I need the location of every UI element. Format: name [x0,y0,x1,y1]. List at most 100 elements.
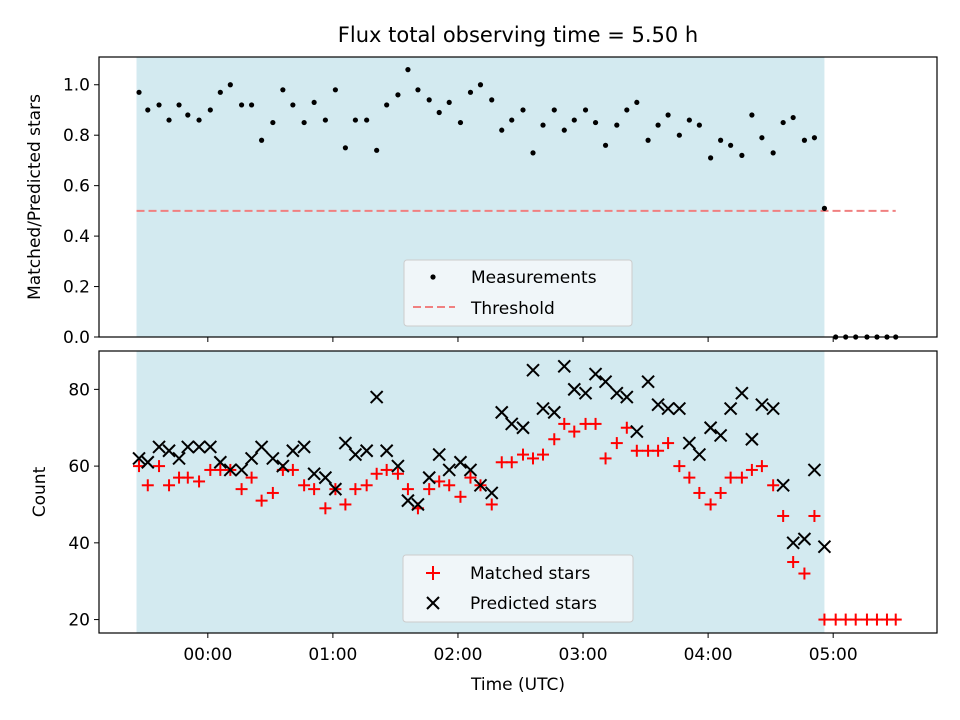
predicted-star-point [359,444,374,458]
matched-star-point [558,417,571,430]
predicted-star-point [505,417,519,431]
ratio-y-tick-label: 0.8 [63,126,90,146]
predicted-star-point [567,382,581,397]
predicted-star-point [672,401,687,416]
measurement-point [364,117,370,123]
matched-star-point [620,421,633,434]
predicted-star-point [723,401,738,416]
matched-star-point [443,479,456,492]
matched-star-point [464,471,477,484]
x-tick-label: 05:00 [809,645,858,665]
predicted-star-point [516,421,530,435]
count-y-tick-label: 20 [68,611,90,631]
matched-star-point [755,460,768,473]
measurement-point [821,205,828,211]
matched-star-point [798,567,811,580]
measurement-point [166,117,172,123]
measurement-point [145,107,151,113]
matched-star-point [485,498,498,511]
predicted-star-point [192,440,206,454]
measurement-point [592,119,599,126]
measurement-point [384,102,390,108]
predicted-star-point [485,486,499,500]
predicted-star-point [588,367,603,381]
measurement-point [509,117,515,123]
predicted-star-point [307,467,321,481]
predicted-star-point [181,440,195,454]
predicted-star-point [692,447,707,462]
predicted-star-point [411,497,425,512]
matched-star-point [735,471,748,484]
predicted-star-point [286,444,300,458]
measurement-point [217,89,223,95]
ratio-y-axis-label: Matched/Predicted stars [25,94,45,300]
measurement-point [196,117,202,123]
matched-star-point [163,479,176,492]
measurement-point [759,135,765,141]
matched-star-point [808,509,821,522]
measurement-point [238,102,245,108]
ratio-y-tick-label: 0.6 [63,177,90,197]
predicted-star-point [244,451,259,466]
matched-star-point [849,613,862,626]
measurement-point [520,107,526,113]
measurement-point [489,97,495,103]
matched-star-point [517,448,530,461]
predicted-star-point [338,436,353,450]
legend-predicted-marker [426,596,440,610]
predicted-star-point [557,359,571,374]
count-y-axis-label: Count [30,466,50,517]
predicted-star-point [369,390,384,404]
predicted-star-point [254,440,269,454]
matched-star-point [245,471,258,484]
matched-star-point [870,613,883,626]
predicted-star-point [432,447,446,462]
matched-star-point [652,444,665,457]
matched-star-point [714,486,727,499]
matched-star-point [839,613,852,626]
measurement-point [561,127,567,133]
measurement-point [614,122,620,128]
measurement-point [270,119,276,126]
predicted-star-point [473,478,488,492]
measurement-point [436,109,442,116]
predicted-star-point [807,463,822,477]
predicted-star-point [213,455,228,469]
x-axis-label: Time (UTC) [470,675,565,695]
matched-star-point [266,486,279,499]
measurement-point [477,82,484,88]
matched-star-point [193,475,206,488]
x-tick-label: 03:00 [559,645,608,665]
count-panel-frame [98,350,938,634]
matched-star-point [579,417,592,430]
measurement-point [645,137,651,143]
x-tick-label: 01:00 [308,645,357,665]
legend-matched-label: Matched stars [470,564,590,584]
predicted-star-point [223,463,238,477]
legend-predicted-label: Predicted stars [470,594,597,614]
predicted-star-point [598,374,613,389]
matched-star-point [255,494,268,507]
measurement-point [801,137,808,143]
measurement-point [676,132,682,138]
predicted-star-point [755,398,769,412]
matched-star-point [181,471,194,484]
predicted-star-point [661,401,675,416]
predicted-star-point [713,428,728,443]
chart-title: Flux total observing time = 5.50 h [338,23,698,47]
measurement-point [790,114,796,121]
x-tick-label: 00:00 [183,645,232,665]
measurement-point [258,137,265,143]
predicted-star-point [797,532,812,546]
predicted-star-point [703,421,718,435]
matched-star-point [298,479,311,492]
legend-threshold-label: Threshold [470,299,555,319]
matched-star-point [548,433,561,446]
measurement-point [311,99,317,106]
matched-star-point [818,613,831,626]
matched-star-point [319,502,332,515]
matched-star-point [673,460,686,473]
matched-star-point [401,483,414,496]
measurement-point [749,112,755,118]
